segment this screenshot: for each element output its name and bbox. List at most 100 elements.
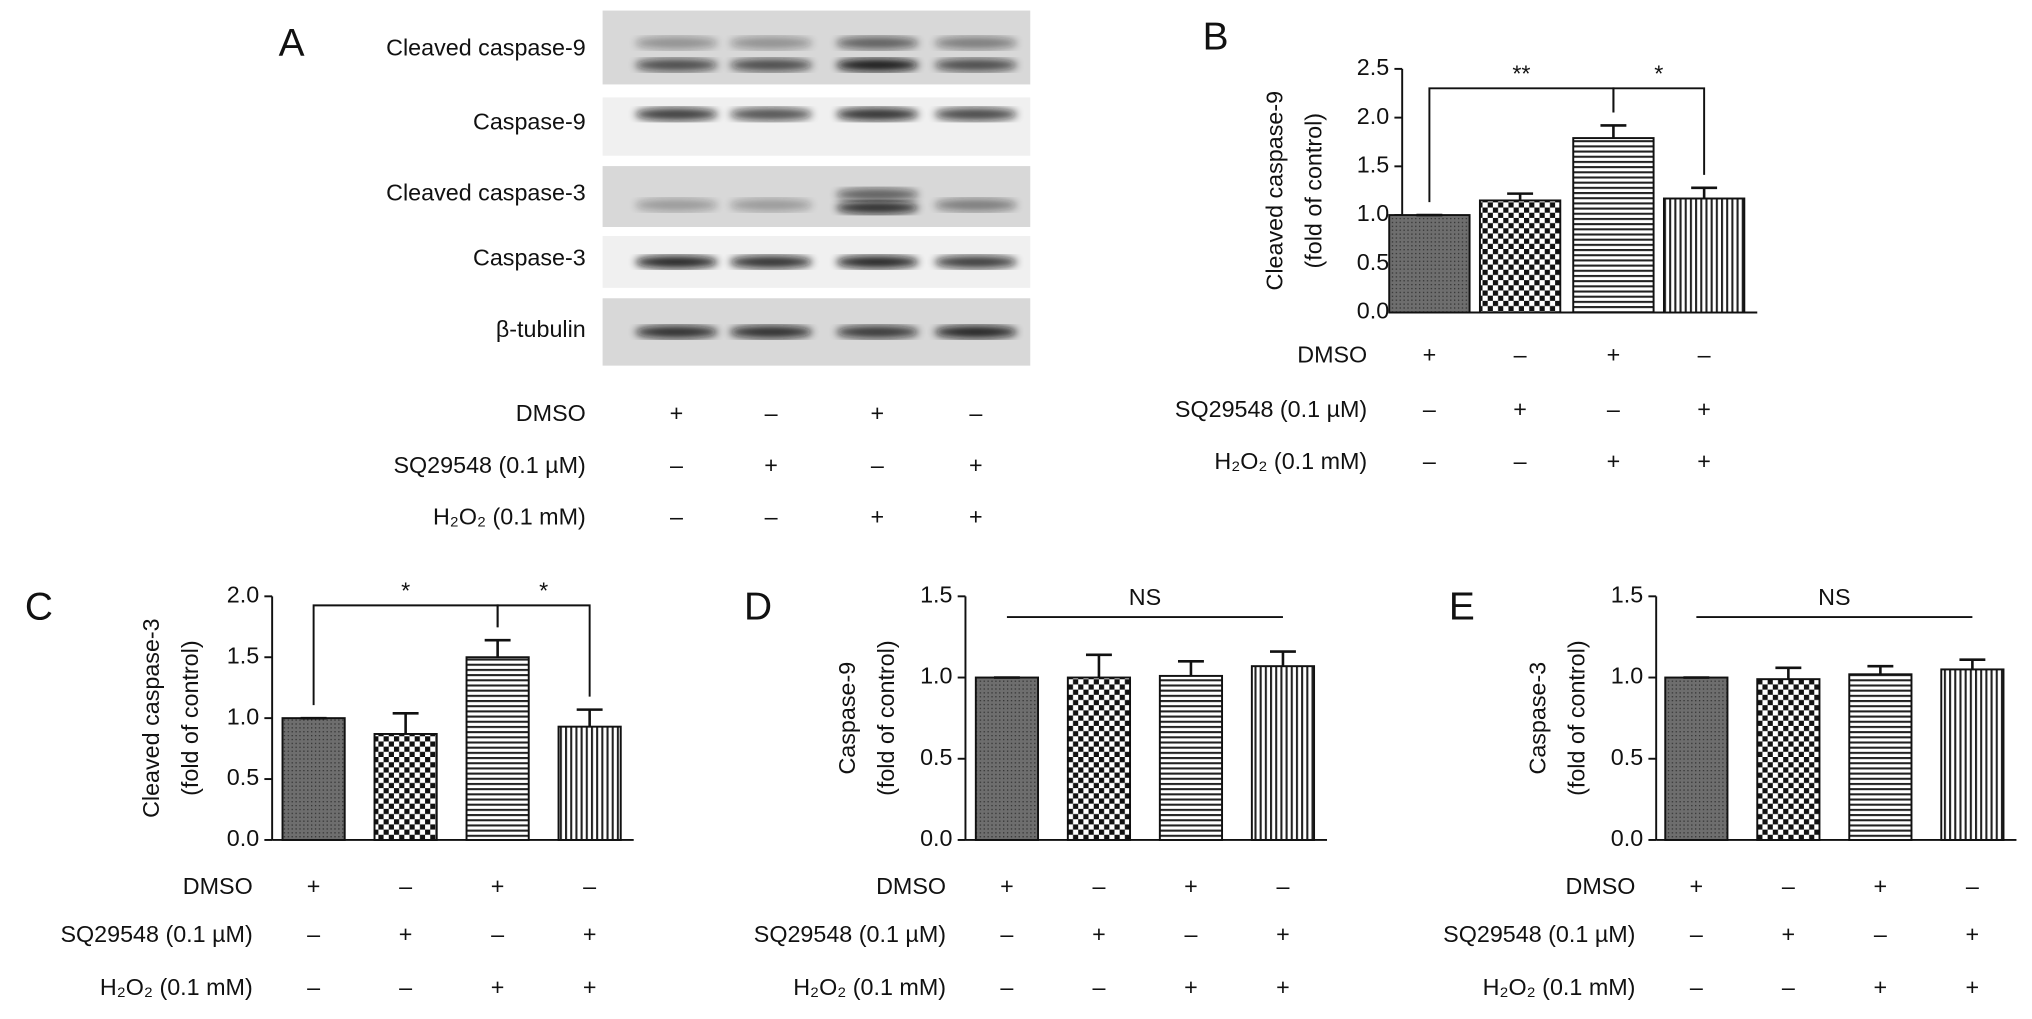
blot-band: [934, 198, 1018, 212]
treatment-name: DMSO: [183, 873, 253, 899]
blot-band: [729, 107, 813, 121]
significance-label: *: [401, 578, 410, 604]
y-tick-label: 1.0: [920, 663, 952, 689]
treatment-sign: –: [399, 873, 412, 899]
blot-band: [635, 198, 718, 212]
bar: [1250, 665, 1316, 841]
treatment-sign: –: [583, 873, 596, 899]
blot-band: [835, 188, 919, 202]
treatment-sign: +: [871, 400, 885, 426]
blot-band: [635, 36, 718, 50]
blot-band: [934, 255, 1018, 269]
treatment-sign: +: [1966, 921, 1980, 947]
treatment-sign: –: [1514, 342, 1527, 368]
treatment-sign: –: [1000, 921, 1013, 947]
y-tick-label: 0.0: [1611, 825, 1643, 851]
blot-band: [729, 255, 813, 269]
treatment-name: H₂O₂ (0.1 mM): [100, 974, 253, 1000]
y-tick-label: 0.0: [920, 825, 952, 851]
blot-band: [835, 107, 919, 121]
y-tick-label: 1.5: [1357, 151, 1389, 177]
blot-band: [934, 325, 1018, 339]
blot-band: [835, 58, 919, 72]
treatment-sign: +: [1513, 396, 1527, 422]
treatment-name: H₂O₂ (0.1 mM): [1214, 448, 1367, 474]
panel-label: C: [25, 586, 53, 629]
bar: [1662, 197, 1746, 314]
significance-bracket: [1612, 87, 1706, 175]
treatment-sign: –: [969, 400, 982, 426]
y-tick-label: 1.0: [1611, 663, 1643, 689]
treatment-sign: +: [1782, 921, 1796, 947]
treatment-sign: +: [670, 400, 684, 426]
treatment-sign: +: [1092, 921, 1106, 947]
treatment-name: SQ29548 (0.1 µM): [1175, 396, 1367, 422]
bar: [974, 676, 1040, 841]
y-axis-label: Cleaved caspase-9: [1262, 91, 1288, 291]
bar: [1940, 668, 2005, 841]
y-tick-label: 1.5: [1611, 581, 1643, 607]
error-bar: [576, 708, 603, 727]
bar: [1664, 676, 1729, 841]
treatment-sign: –: [1966, 873, 1979, 899]
treatment-sign: –: [491, 921, 504, 947]
treatment-sign: +: [969, 504, 983, 530]
y-tick-label: 2.0: [227, 581, 259, 607]
blot-row-label: Caspase-9: [473, 108, 586, 134]
y-tick-label: 2.0: [1357, 103, 1389, 129]
error-bar: [1270, 650, 1296, 667]
treatment-name: DMSO: [876, 873, 946, 899]
treatment-sign: –: [1782, 974, 1795, 1000]
y-tick-label: 1.0: [1357, 200, 1389, 226]
y-axis-label: (fold of control): [177, 640, 203, 795]
significance-label: **: [1512, 61, 1530, 87]
treatment-name: DMSO: [1566, 873, 1636, 899]
blot-band: [729, 58, 813, 72]
treatment-name: DMSO: [516, 400, 586, 426]
bar: [1158, 674, 1224, 841]
significance-label: *: [1654, 61, 1663, 87]
treatment-sign: –: [1874, 921, 1887, 947]
treatment-sign: +: [764, 452, 778, 478]
significance-label: NS: [1818, 584, 1850, 610]
blot-row-label: Cleaved caspase-9: [386, 35, 586, 61]
y-tick-label: 1.5: [920, 581, 952, 607]
blot-strip: [602, 97, 1031, 156]
treatment-sign: +: [1874, 873, 1888, 899]
treatment-sign: –: [1184, 921, 1197, 947]
treatment-sign: –: [1092, 873, 1105, 899]
treatment-sign: +: [1697, 396, 1711, 422]
treatment-sign: –: [1423, 396, 1436, 422]
error-bar: [1775, 666, 1802, 680]
bar: [1066, 676, 1132, 841]
blot-band: [934, 58, 1018, 72]
bar: [1388, 214, 1471, 314]
treatment-sign: +: [307, 873, 321, 899]
blot-row-label: Cleaved caspase-3: [386, 180, 586, 206]
panel-label: D: [744, 586, 772, 629]
treatment-sign: –: [670, 504, 683, 530]
y-axis-label: Cleaved caspase-3: [138, 618, 164, 818]
blot-band: [835, 325, 919, 339]
y-tick-label: 2.5: [1357, 54, 1389, 80]
panel-label: A: [279, 22, 305, 65]
bar: [281, 717, 346, 841]
treatment-name: H₂O₂ (0.1 mM): [793, 974, 946, 1000]
y-tick-label: 0.0: [1357, 298, 1389, 324]
blot-band: [934, 36, 1018, 50]
treatment-sign: +: [1276, 974, 1290, 1000]
treatment-sign: +: [1276, 921, 1290, 947]
error-bar: [1085, 653, 1112, 678]
y-tick-label: 0.5: [1357, 249, 1389, 275]
blot-band: [835, 201, 919, 215]
blot-band: [729, 325, 813, 339]
treatment-sign: +: [399, 921, 413, 947]
blot-strip: [602, 166, 1031, 227]
error-bar: [1691, 186, 1718, 199]
blot-row-label: Caspase-3: [473, 245, 586, 271]
significance-label: *: [539, 578, 548, 604]
treatment-sign: –: [1276, 873, 1289, 899]
y-tick-label: 0.5: [227, 764, 259, 790]
treatment-name: SQ29548 (0.1 µM): [60, 921, 252, 947]
treatment-sign: –: [765, 504, 778, 530]
